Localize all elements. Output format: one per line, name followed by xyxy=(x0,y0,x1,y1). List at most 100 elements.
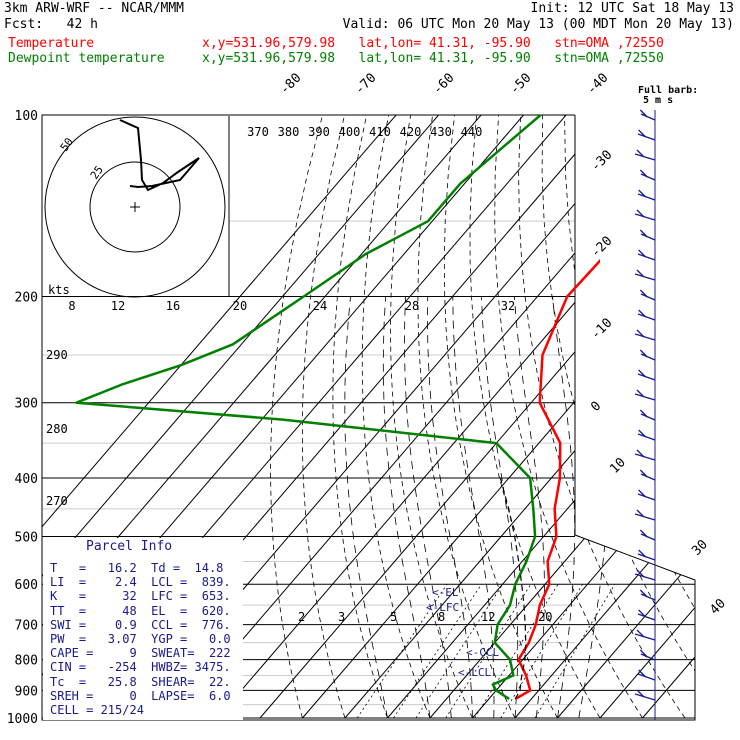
parcel-info-title: Parcel Info xyxy=(86,539,173,554)
isotherm xyxy=(642,115,695,719)
pressure-label: 800 xyxy=(15,654,38,669)
wind-barb xyxy=(636,449,645,458)
wind-barb xyxy=(637,493,656,501)
forecast-hour: Fcst: 42 h xyxy=(4,17,98,32)
wind-speed-tick: 28 xyxy=(405,299,419,313)
isotherm xyxy=(302,115,695,719)
wind-barb xyxy=(634,573,656,581)
dry-adiabat xyxy=(518,115,686,719)
wind-barb xyxy=(639,649,648,658)
pressure-label: 1000 xyxy=(7,712,38,727)
wind-barb xyxy=(639,409,648,418)
wind-speed-tick: 12 xyxy=(111,299,125,313)
wind-barb xyxy=(639,589,648,598)
isotherm xyxy=(599,115,695,719)
parcel-info-box xyxy=(43,538,243,720)
dry-adiabat xyxy=(586,115,695,719)
hodograph: 25 50 kts xyxy=(43,116,230,298)
dry-adiabat xyxy=(608,115,695,719)
wind-barb xyxy=(634,213,656,221)
isotherm-label: -30 xyxy=(588,148,615,175)
wind-speed-tick: 32 xyxy=(501,299,515,313)
wind-barb xyxy=(637,373,656,381)
parcel-info-row: Tc = 25.8 SHEAR= 22. xyxy=(50,674,231,689)
mixing-ratio-label: 8 xyxy=(438,610,445,624)
wind-barb xyxy=(636,629,645,638)
isotherm xyxy=(514,115,695,719)
parcel-info-row: SWI = 0.9 CCL = 776. xyxy=(50,617,231,632)
isotherm xyxy=(42,115,439,719)
wind-barb xyxy=(636,269,645,278)
parcel-info-row: TT = 48 EL = 620. xyxy=(50,603,231,618)
theta-e-label: 270 xyxy=(46,494,68,508)
pressure-label: 300 xyxy=(15,397,38,412)
wind-barb xyxy=(638,549,647,558)
parcel-info-row: SREH = 0 LAPSE= 6.0 xyxy=(50,688,231,703)
mixing-ratio-line xyxy=(474,583,559,719)
pressure-label: 100 xyxy=(15,109,38,124)
parcel-info-row: LI = 2.4 LCL = 839. xyxy=(50,575,231,590)
hodograph-trace xyxy=(119,119,200,192)
wind-barb xyxy=(637,313,656,321)
wind-barb xyxy=(640,593,656,601)
temperature-legend-label: Temperature xyxy=(8,36,95,51)
barb-legend-units: 5 m s xyxy=(643,95,673,106)
isotherm xyxy=(557,115,695,719)
mixing-ratio-label: 12 xyxy=(481,610,495,624)
theta-label: 410 xyxy=(369,125,391,139)
wind-barb xyxy=(640,473,656,481)
parcel-info-row: PW = 3.07 YGP = 0.0 xyxy=(50,632,231,647)
wind-barb xyxy=(638,129,647,138)
dry-adiabat xyxy=(564,115,695,719)
dry-adiabat xyxy=(697,115,740,718)
mixing-ratio-label: 5 xyxy=(390,610,397,624)
hodograph-ring xyxy=(44,116,226,298)
wind-barb xyxy=(634,333,656,341)
wind-barb xyxy=(639,469,648,478)
wind-barb xyxy=(638,249,647,258)
theta-label: 420 xyxy=(400,125,422,139)
mixing-ratio-line xyxy=(393,583,482,719)
temperature-line xyxy=(514,258,600,701)
wind-barb xyxy=(634,633,656,641)
isotherm-label: -20 xyxy=(588,234,615,261)
hodograph-ring-label: 25 xyxy=(88,163,106,181)
frame-outline xyxy=(41,114,696,721)
pressure-label: 700 xyxy=(15,619,38,634)
parcel-path xyxy=(499,477,527,700)
theta-label: 370 xyxy=(247,125,269,139)
isotherm xyxy=(344,115,695,719)
isotherm-label: -60 xyxy=(430,71,457,98)
parcel-level-label: <-LCL xyxy=(458,666,491,679)
wind-barb xyxy=(640,113,656,121)
dewpoint-legend-label: Dewpoint temperature xyxy=(8,51,165,66)
wind-barb xyxy=(636,569,645,578)
dry-adiabat xyxy=(417,115,516,719)
wind-barb xyxy=(636,329,645,338)
theta-label: 430 xyxy=(430,125,452,139)
isotherm xyxy=(42,115,397,719)
wind-barb xyxy=(640,653,656,661)
theta-e-label: 290 xyxy=(46,348,68,362)
dry-adiabat xyxy=(390,115,473,719)
wind-barb xyxy=(637,253,656,261)
theta-e-label: 280 xyxy=(46,422,68,436)
mixing-ratio-line xyxy=(445,583,532,719)
mixing-ratio-line xyxy=(534,583,616,719)
wind-barb xyxy=(636,389,645,398)
dry-adiabat xyxy=(719,115,740,718)
moist-adiabat xyxy=(514,296,545,719)
theta-label: 380 xyxy=(278,125,300,139)
wind-barb xyxy=(640,173,656,181)
mixing-ratio-line xyxy=(415,583,504,719)
isotherm xyxy=(472,115,695,719)
moist-adiabat xyxy=(578,296,610,719)
wind-barb xyxy=(638,669,647,678)
wind-barb xyxy=(638,429,647,438)
isotherm-label: 30 xyxy=(689,537,711,559)
wind-barb xyxy=(640,413,656,421)
wind-barb xyxy=(636,689,645,698)
dry-adiabat xyxy=(270,115,323,719)
parcel-info-row: CAPE = 9 SWEAT= 222 xyxy=(50,646,231,661)
wind-barb xyxy=(637,553,656,561)
